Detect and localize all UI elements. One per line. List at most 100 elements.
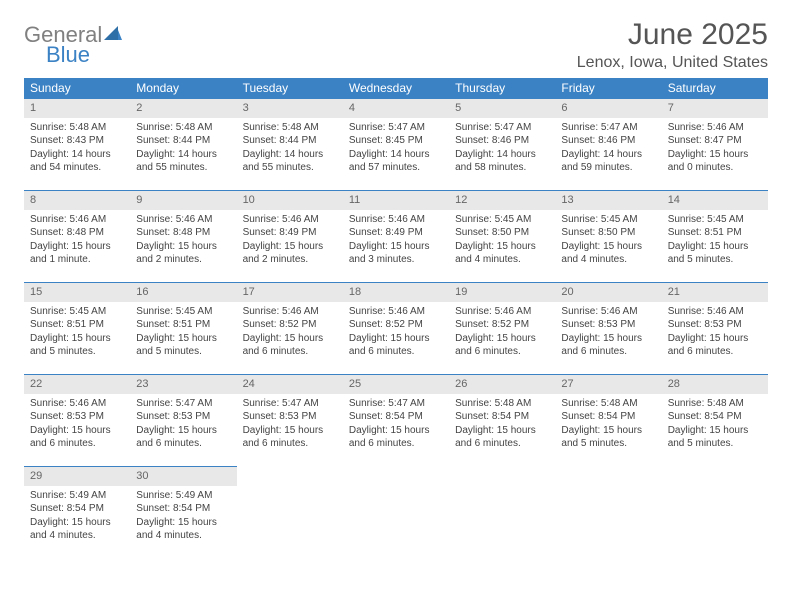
day-cell: 15Sunrise: 5:45 AMSunset: 8:51 PMDayligh…: [24, 283, 130, 375]
day-cell: 6Sunrise: 5:47 AMSunset: 8:46 PMDaylight…: [555, 99, 661, 191]
location: Lenox, Iowa, United States: [577, 54, 768, 72]
sunrise-text: Sunrise: 5:47 AM: [349, 397, 443, 411]
week-row: 29Sunrise: 5:49 AMSunset: 8:54 PMDayligh…: [24, 467, 768, 559]
day-cell: 25Sunrise: 5:47 AMSunset: 8:54 PMDayligh…: [343, 375, 449, 467]
day-cell: 2Sunrise: 5:48 AMSunset: 8:44 PMDaylight…: [130, 99, 236, 191]
day-number: 15: [24, 283, 130, 302]
day-number: 11: [343, 191, 449, 210]
sunset-text: Sunset: 8:44 PM: [136, 134, 230, 148]
daylight-text: Daylight: 15 hours and 5 minutes.: [668, 240, 762, 267]
day-cell: 26Sunrise: 5:48 AMSunset: 8:54 PMDayligh…: [449, 375, 555, 467]
day-body: Sunrise: 5:48 AMSunset: 8:44 PMDaylight:…: [130, 118, 236, 181]
weekday-header: Monday: [130, 78, 236, 99]
sunrise-text: Sunrise: 5:46 AM: [136, 213, 230, 227]
day-cell: 5Sunrise: 5:47 AMSunset: 8:46 PMDaylight…: [449, 99, 555, 191]
sunset-text: Sunset: 8:50 PM: [561, 226, 655, 240]
day-body: Sunrise: 5:49 AMSunset: 8:54 PMDaylight:…: [24, 486, 130, 549]
daylight-text: Daylight: 15 hours and 6 minutes.: [243, 332, 337, 359]
sunrise-text: Sunrise: 5:48 AM: [136, 121, 230, 135]
daylight-text: Daylight: 15 hours and 1 minute.: [30, 240, 124, 267]
sunrise-text: Sunrise: 5:46 AM: [349, 305, 443, 319]
sunrise-text: Sunrise: 5:45 AM: [561, 213, 655, 227]
weekday-header: Tuesday: [237, 78, 343, 99]
day-cell: [449, 467, 555, 559]
day-body: Sunrise: 5:47 AMSunset: 8:46 PMDaylight:…: [449, 118, 555, 181]
day-number: 12: [449, 191, 555, 210]
day-cell: 3Sunrise: 5:48 AMSunset: 8:44 PMDaylight…: [237, 99, 343, 191]
day-body: Sunrise: 5:48 AMSunset: 8:54 PMDaylight:…: [555, 394, 661, 457]
sunrise-text: Sunrise: 5:47 AM: [243, 397, 337, 411]
day-body: Sunrise: 5:46 AMSunset: 8:53 PMDaylight:…: [555, 302, 661, 365]
day-number: 30: [130, 467, 236, 486]
day-number: 2: [130, 99, 236, 118]
day-body: Sunrise: 5:46 AMSunset: 8:53 PMDaylight:…: [662, 302, 768, 365]
day-cell: 21Sunrise: 5:46 AMSunset: 8:53 PMDayligh…: [662, 283, 768, 375]
day-number: 4: [343, 99, 449, 118]
day-number: 17: [237, 283, 343, 302]
day-body: Sunrise: 5:48 AMSunset: 8:54 PMDaylight:…: [662, 394, 768, 457]
day-cell: 29Sunrise: 5:49 AMSunset: 8:54 PMDayligh…: [24, 467, 130, 559]
day-number: 7: [662, 99, 768, 118]
sunrise-text: Sunrise: 5:46 AM: [668, 121, 762, 135]
day-body: Sunrise: 5:45 AMSunset: 8:51 PMDaylight:…: [130, 302, 236, 365]
day-cell: [662, 467, 768, 559]
day-body: Sunrise: 5:47 AMSunset: 8:45 PMDaylight:…: [343, 118, 449, 181]
weekday-header: Thursday: [449, 78, 555, 99]
daylight-text: Daylight: 15 hours and 4 minutes.: [561, 240, 655, 267]
daylight-text: Daylight: 14 hours and 55 minutes.: [243, 148, 337, 175]
sunrise-text: Sunrise: 5:48 AM: [30, 121, 124, 135]
sunrise-text: Sunrise: 5:46 AM: [243, 305, 337, 319]
daylight-text: Daylight: 15 hours and 2 minutes.: [243, 240, 337, 267]
day-body: Sunrise: 5:46 AMSunset: 8:47 PMDaylight:…: [662, 118, 768, 181]
weekday-header: Wednesday: [343, 78, 449, 99]
day-number: 14: [662, 191, 768, 210]
day-cell: 13Sunrise: 5:45 AMSunset: 8:50 PMDayligh…: [555, 191, 661, 283]
daylight-text: Daylight: 15 hours and 6 minutes.: [136, 424, 230, 451]
sunset-text: Sunset: 8:49 PM: [349, 226, 443, 240]
daylight-text: Daylight: 15 hours and 6 minutes.: [349, 424, 443, 451]
sunset-text: Sunset: 8:48 PM: [136, 226, 230, 240]
sunset-text: Sunset: 8:53 PM: [136, 410, 230, 424]
sunset-text: Sunset: 8:49 PM: [243, 226, 337, 240]
week-row: 15Sunrise: 5:45 AMSunset: 8:51 PMDayligh…: [24, 283, 768, 375]
sunset-text: Sunset: 8:53 PM: [30, 410, 124, 424]
day-number: 1: [24, 99, 130, 118]
day-body: Sunrise: 5:45 AMSunset: 8:50 PMDaylight:…: [449, 210, 555, 273]
day-number: 9: [130, 191, 236, 210]
sunrise-text: Sunrise: 5:47 AM: [136, 397, 230, 411]
day-body: Sunrise: 5:45 AMSunset: 8:50 PMDaylight:…: [555, 210, 661, 273]
day-number: 18: [343, 283, 449, 302]
sunrise-text: Sunrise: 5:46 AM: [668, 305, 762, 319]
day-cell: 27Sunrise: 5:48 AMSunset: 8:54 PMDayligh…: [555, 375, 661, 467]
sunrise-text: Sunrise: 5:46 AM: [30, 397, 124, 411]
sunrise-text: Sunrise: 5:49 AM: [30, 489, 124, 503]
day-body: Sunrise: 5:45 AMSunset: 8:51 PMDaylight:…: [662, 210, 768, 273]
daylight-text: Daylight: 15 hours and 5 minutes.: [136, 332, 230, 359]
day-body: Sunrise: 5:45 AMSunset: 8:51 PMDaylight:…: [24, 302, 130, 365]
day-number: 19: [449, 283, 555, 302]
sunset-text: Sunset: 8:52 PM: [349, 318, 443, 332]
day-cell: 7Sunrise: 5:46 AMSunset: 8:47 PMDaylight…: [662, 99, 768, 191]
week-row: 1Sunrise: 5:48 AMSunset: 8:43 PMDaylight…: [24, 99, 768, 191]
sunset-text: Sunset: 8:52 PM: [455, 318, 549, 332]
day-cell: 11Sunrise: 5:46 AMSunset: 8:49 PMDayligh…: [343, 191, 449, 283]
sunset-text: Sunset: 8:54 PM: [136, 502, 230, 516]
sunset-text: Sunset: 8:54 PM: [455, 410, 549, 424]
day-cell: 19 Sunrise: 5:46 AMSunset: 8:52 PMDayligh…: [449, 283, 555, 375]
day-cell: 18Sunrise: 5:46 AMSunset: 8:52 PMDayligh…: [343, 283, 449, 375]
daylight-text: Daylight: 15 hours and 5 minutes.: [668, 424, 762, 451]
sunset-text: Sunset: 8:45 PM: [349, 134, 443, 148]
day-body: Sunrise: 5:48 AMSunset: 8:43 PMDaylight:…: [24, 118, 130, 181]
day-body: Sunrise: 5:49 AMSunset: 8:54 PMDaylight:…: [130, 486, 236, 549]
day-cell: 14Sunrise: 5:45 AMSunset: 8:51 PMDayligh…: [662, 191, 768, 283]
weekday-header-row: Sunday Monday Tuesday Wednesday Thursday…: [24, 78, 768, 99]
daylight-text: Daylight: 15 hours and 5 minutes.: [30, 332, 124, 359]
day-cell: [343, 467, 449, 559]
day-body: Sunrise: 5:47 AMSunset: 8:53 PMDaylight:…: [237, 394, 343, 457]
day-number: 26: [449, 375, 555, 394]
sunrise-text: Sunrise: 5:46 AM: [455, 305, 549, 319]
daylight-text: Daylight: 15 hours and 6 minutes.: [455, 332, 549, 359]
day-cell: 22Sunrise: 5:46 AMSunset: 8:53 PMDayligh…: [24, 375, 130, 467]
day-body: Sunrise: 5:46 AMSunset: 8:52 PMDaylight:…: [343, 302, 449, 365]
sunset-text: Sunset: 8:43 PM: [30, 134, 124, 148]
